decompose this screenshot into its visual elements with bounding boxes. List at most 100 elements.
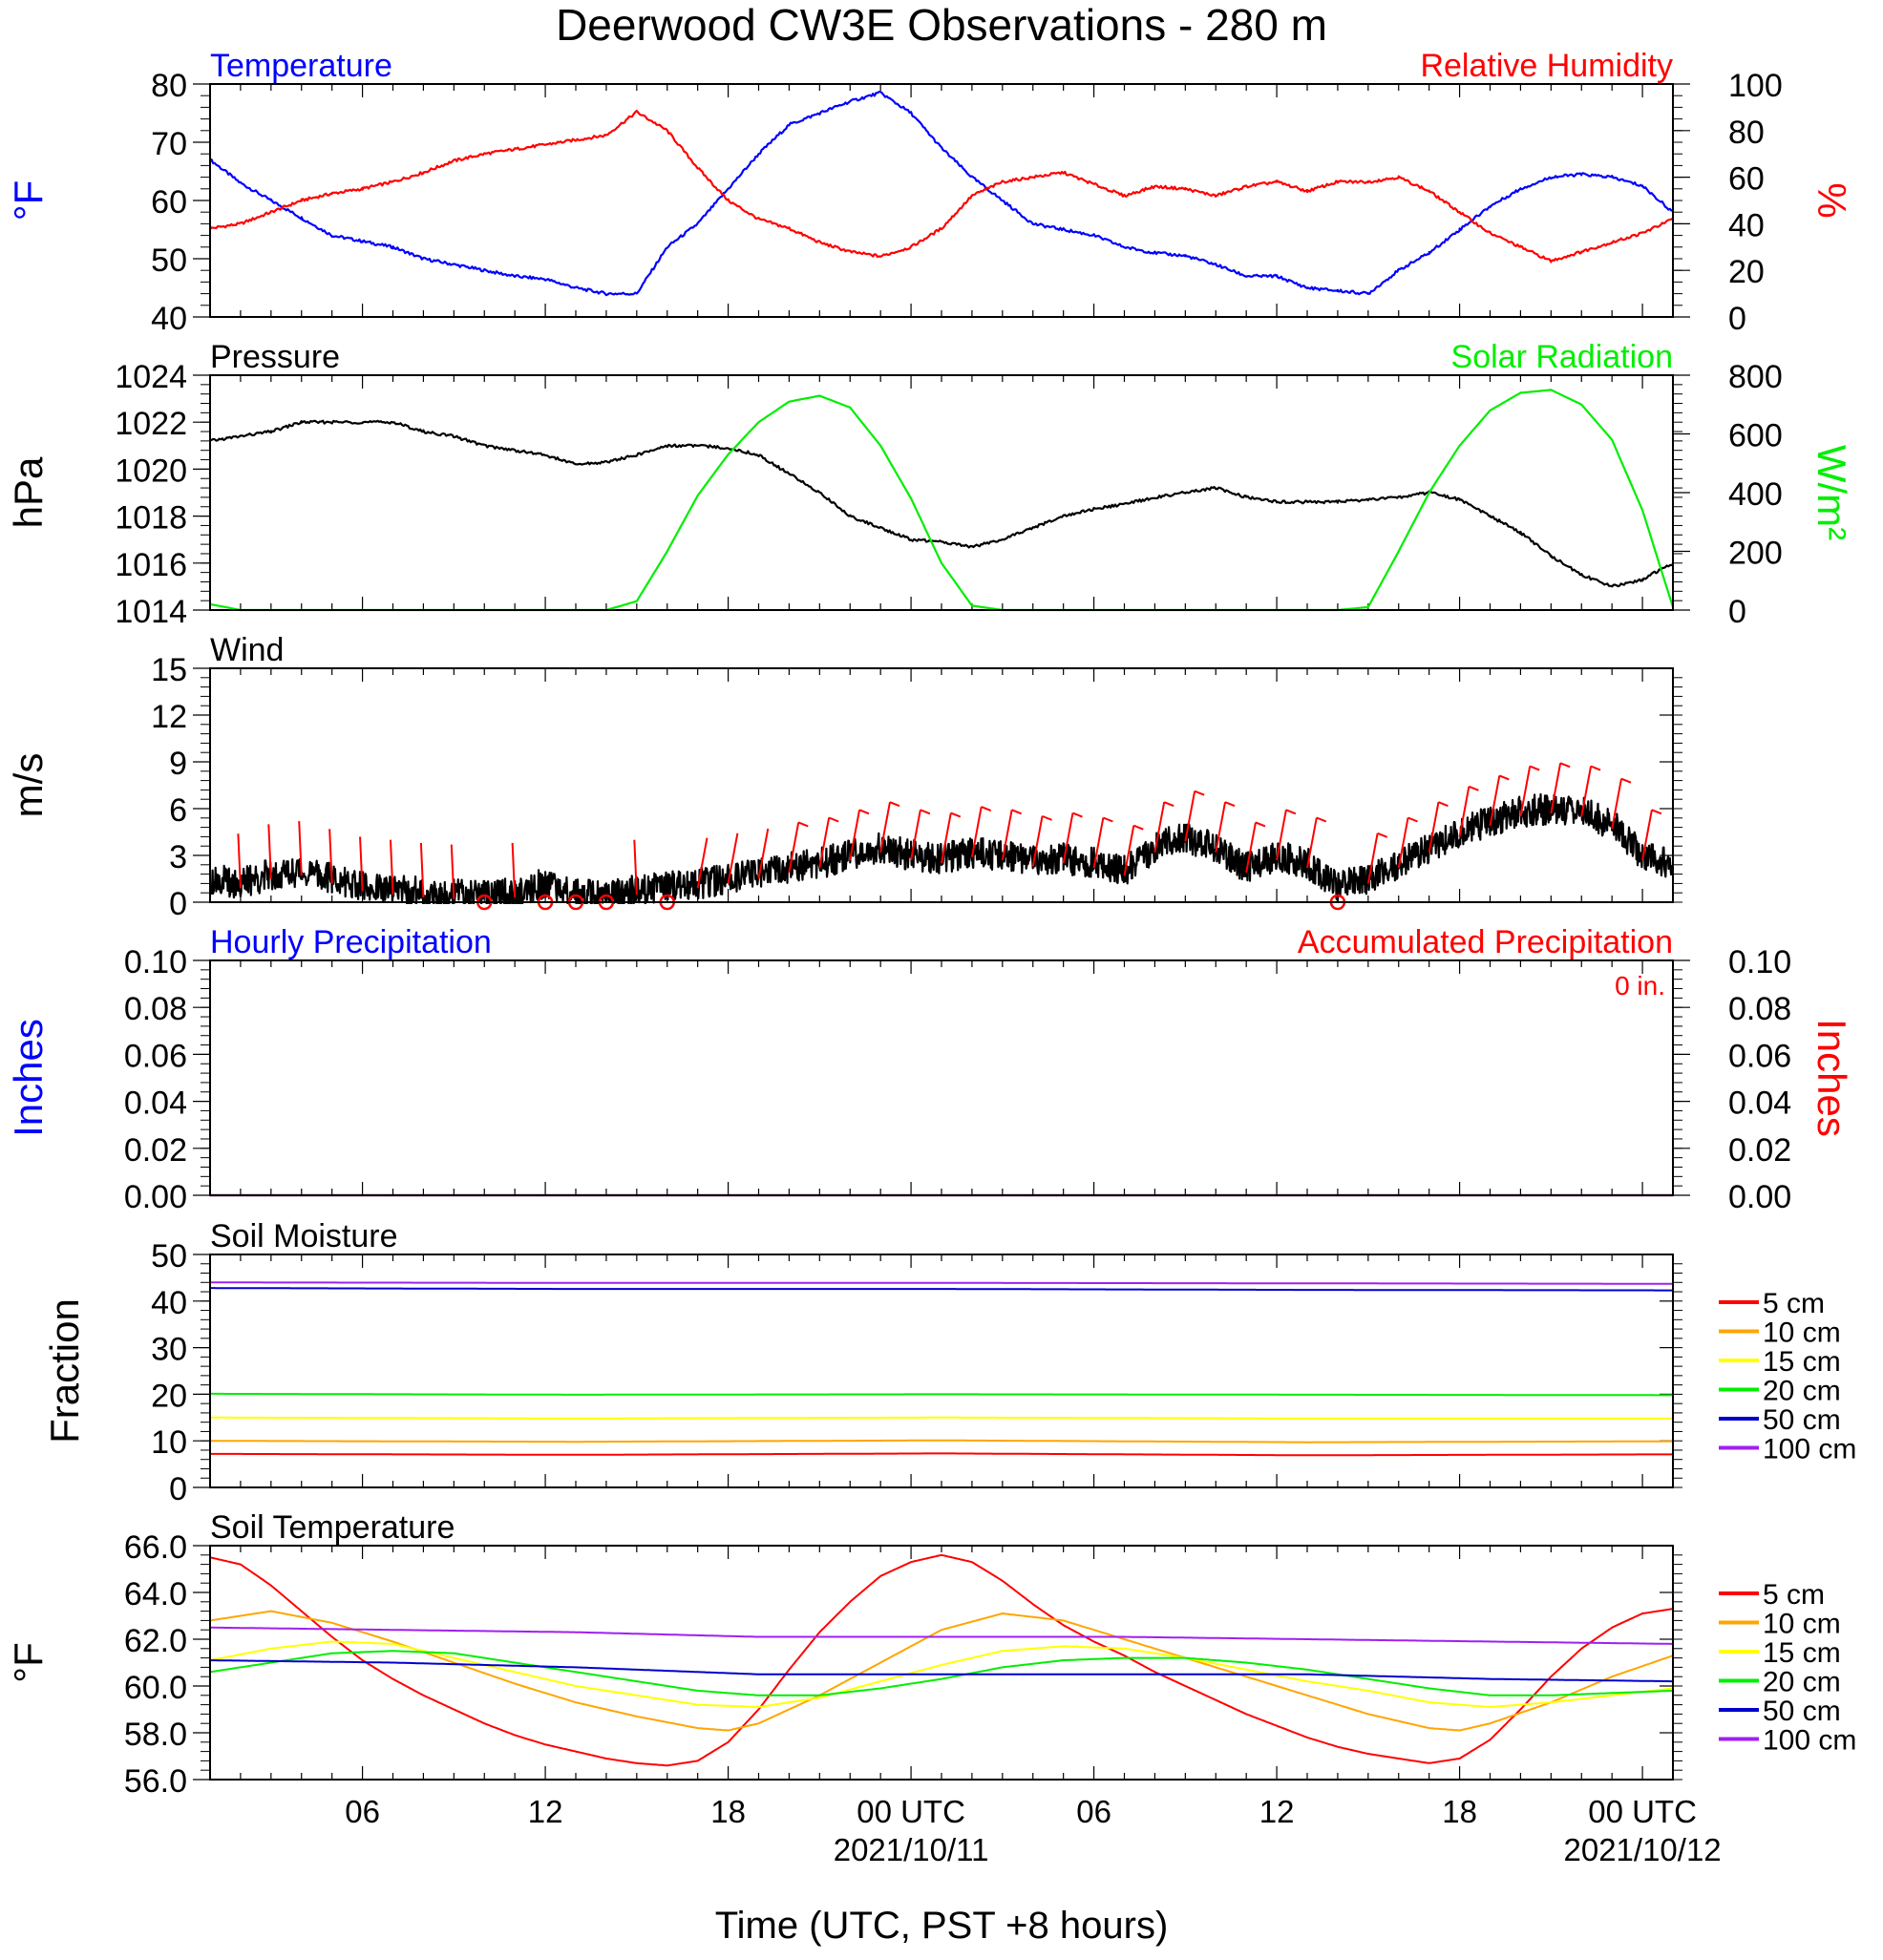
legend-label: 100 cm — [1763, 1434, 1856, 1465]
series-line-20-cm — [210, 1650, 1673, 1697]
x-tick-label: 18 — [1442, 1794, 1477, 1829]
wind-barb — [1611, 778, 1622, 830]
y-tick-label: 0.04 — [124, 1085, 187, 1122]
y-tick-label: 15 — [151, 652, 187, 688]
y-tick-label: 0.10 — [124, 944, 187, 980]
panel-title-left: Hourly Precipitation — [210, 924, 492, 960]
x-tick-label: 00 UTC — [857, 1794, 965, 1829]
series-group — [210, 91, 1673, 297]
panel-title-right: Relative Humidity — [1420, 48, 1673, 84]
wind-barb-flag — [1103, 816, 1113, 823]
series-line-temperature — [210, 91, 1673, 297]
legend-label: 20 cm — [1763, 1667, 1841, 1698]
wind-barb-flag — [1590, 765, 1601, 771]
y-right-tick-label: 800 — [1728, 359, 1783, 395]
series-line-20-cm — [210, 1392, 1673, 1397]
wind-barb — [328, 829, 333, 884]
wind-barb-flag — [1438, 801, 1449, 808]
wind-barb-flag — [1529, 765, 1540, 771]
y-tick-label: 0 — [169, 1471, 187, 1507]
panel-title-left: Wind — [210, 632, 284, 668]
x-tick-label: 12 — [528, 1794, 563, 1829]
y-axis-title-left: °F — [6, 1642, 51, 1682]
legend-label: 50 cm — [1763, 1404, 1841, 1436]
wind-barb — [970, 806, 983, 857]
y-right-tick-label: 60 — [1728, 161, 1765, 198]
y-tick-label: 56.0 — [124, 1763, 187, 1800]
panel-title-right: Solar Radiation — [1451, 339, 1673, 375]
y-right-tick-label: 20 — [1728, 254, 1765, 290]
y-right-tick-label: 0.08 — [1728, 991, 1791, 1027]
y-right-tick-label: 600 — [1728, 418, 1783, 454]
series-line-relative-humidity — [210, 110, 1673, 263]
y-tick-label: 80 — [151, 68, 187, 104]
y-right-tick-label: 40 — [1728, 207, 1765, 243]
y-tick-label: 0 — [169, 886, 187, 922]
y-tick-label: 30 — [151, 1332, 187, 1368]
y-right-tick-label: 400 — [1728, 476, 1783, 513]
y-tick-label: 66.0 — [124, 1529, 187, 1566]
series-line-15-cm — [210, 1416, 1673, 1420]
wind-barb-flag — [1072, 811, 1083, 818]
y-right-tick-label: 0.02 — [1728, 1132, 1791, 1169]
y-tick-label: 6 — [169, 792, 187, 829]
legend-label: 10 cm — [1763, 1317, 1841, 1349]
y-tick-label: 50 — [151, 242, 187, 279]
y-right-tick-label: 80 — [1728, 115, 1765, 151]
wind-barb — [633, 839, 638, 895]
legend-label: 5 cm — [1763, 1579, 1825, 1611]
y-axis-title-left: °F — [6, 180, 51, 221]
y-axis-title-left: m/s — [6, 753, 51, 818]
x-tick-date-label: 2021/10/11 — [834, 1832, 989, 1867]
wind-barb — [419, 842, 425, 898]
wind-barb — [267, 824, 272, 879]
y-tick-label: 20 — [151, 1378, 187, 1414]
series-line-10-cm — [210, 1439, 1673, 1444]
wind-barb — [1519, 766, 1532, 817]
y-axis-title-left: Fraction — [42, 1298, 87, 1444]
y-tick-label: 1022 — [115, 406, 187, 442]
wind-barb-flag — [858, 809, 870, 815]
legend-label: 20 cm — [1763, 1376, 1841, 1407]
x-tick-label: 00 UTC — [1588, 1794, 1697, 1829]
series-line-15-cm — [210, 1640, 1673, 1708]
wind-barb-flag — [1224, 801, 1236, 808]
wind-barb — [359, 836, 364, 892]
series-line-5-cm — [210, 1553, 1673, 1767]
wind-barb-flag — [1469, 785, 1479, 791]
y-right-tick-label: 100 — [1728, 68, 1783, 104]
panel-title-left: Soil Temperature — [210, 1509, 455, 1546]
x-tick-label: 12 — [1259, 1794, 1295, 1829]
y-tick-label: 40 — [151, 301, 187, 337]
y-tick-label: 50 — [151, 1238, 187, 1275]
y-tick-label: 0.08 — [124, 991, 187, 1027]
wind-barb — [1062, 812, 1074, 864]
panel-title-right: Accumulated Precipitation — [1298, 924, 1673, 960]
x-axis-title: Time (UTC, PST +8 hours) — [715, 1905, 1169, 1947]
wind-barb — [1489, 775, 1501, 827]
y-tick-label: 64.0 — [124, 1576, 187, 1612]
y-tick-label: 1016 — [115, 547, 187, 583]
y-right-tick-label: 200 — [1728, 536, 1783, 572]
wind-barb — [788, 822, 800, 874]
wind-barb — [1031, 815, 1044, 867]
x-tick-label: 18 — [710, 1794, 746, 1829]
x-tick-label: 06 — [1076, 1794, 1111, 1829]
wind-barb — [1641, 810, 1653, 861]
wind-barb-flag — [828, 816, 839, 823]
panel-soil-temperature: 56.0 58.0 60.0 62.0 64.0 66.0 Soil Temperature… — [6, 1509, 1856, 1867]
wind-barb — [1366, 832, 1379, 884]
wind-barb — [1397, 817, 1409, 869]
panel-title-left: Temperature — [210, 48, 392, 84]
legend-label: 15 cm — [1763, 1346, 1841, 1378]
y-tick-label: 3 — [169, 839, 187, 875]
wind-barb-flag — [1620, 777, 1632, 784]
y-tick-label: 9 — [169, 746, 187, 782]
series-line-100-cm — [210, 1626, 1673, 1645]
wind-barb — [757, 828, 770, 879]
wind-barb-flag — [1011, 809, 1023, 815]
series-group — [210, 1281, 1673, 1457]
wind-barb — [879, 801, 891, 853]
legend-label: 15 cm — [1763, 1637, 1841, 1669]
